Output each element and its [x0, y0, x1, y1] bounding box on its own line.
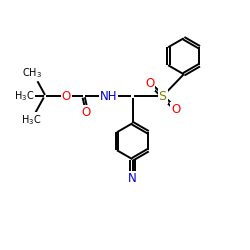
Text: O: O: [82, 106, 91, 119]
Text: H$_3$C: H$_3$C: [14, 89, 34, 103]
Text: NH: NH: [100, 90, 117, 103]
Text: S: S: [158, 90, 166, 103]
Text: H$_3$C: H$_3$C: [21, 113, 42, 127]
Text: N: N: [128, 172, 137, 185]
Text: CH$_3$: CH$_3$: [22, 66, 42, 80]
Text: O: O: [62, 90, 71, 103]
Text: O: O: [145, 77, 154, 90]
Text: O: O: [171, 103, 180, 116]
